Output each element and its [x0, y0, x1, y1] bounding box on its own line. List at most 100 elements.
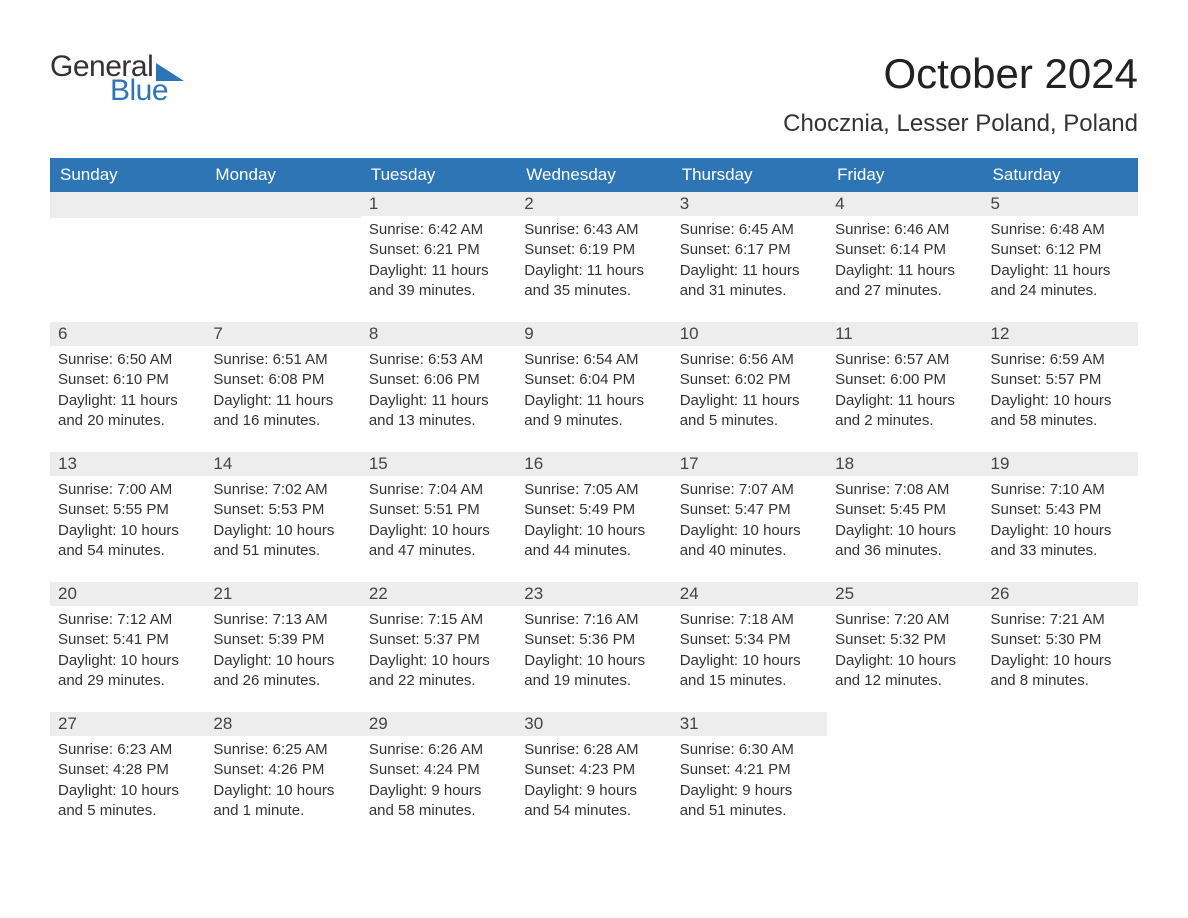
day-content: Sunrise: 7:07 AMSunset: 5:47 PMDaylight:…: [672, 476, 827, 569]
sunset-text: Sunset: 5:32 PM: [835, 630, 974, 650]
day-number: 29: [361, 712, 516, 736]
day-number: 2: [516, 192, 671, 216]
sunset-text: Sunset: 6:08 PM: [213, 370, 352, 390]
day-content: Sunrise: 7:10 AMSunset: 5:43 PMDaylight:…: [983, 476, 1138, 569]
day-number: 3: [672, 192, 827, 216]
calendar-week-row: 27Sunrise: 6:23 AMSunset: 4:28 PMDayligh…: [50, 712, 1138, 842]
day-number: 17: [672, 452, 827, 476]
sunset-text: Sunset: 5:51 PM: [369, 500, 508, 520]
sunset-text: Sunset: 4:24 PM: [369, 760, 508, 780]
sunrise-text: Sunrise: 6:43 AM: [524, 220, 663, 240]
sunset-text: Sunset: 5:49 PM: [524, 500, 663, 520]
day-content: Sunrise: 7:21 AMSunset: 5:30 PMDaylight:…: [983, 606, 1138, 699]
sunset-text: Sunset: 5:45 PM: [835, 500, 974, 520]
sunrise-text: Sunrise: 7:18 AM: [680, 610, 819, 630]
daylight-text: Daylight: 9 hours and 51 minutes.: [680, 781, 819, 822]
daylight-text: Daylight: 10 hours and 1 minute.: [213, 781, 352, 822]
title-block: October 2024 Chocznia, Lesser Poland, Po…: [783, 50, 1138, 138]
calendar-cell: 25Sunrise: 7:20 AMSunset: 5:32 PMDayligh…: [827, 582, 982, 712]
sunrise-text: Sunrise: 7:21 AM: [991, 610, 1130, 630]
month-title: October 2024: [783, 50, 1138, 98]
calendar-cell: 29Sunrise: 6:26 AMSunset: 4:24 PMDayligh…: [361, 712, 516, 842]
day-content: Sunrise: 7:08 AMSunset: 5:45 PMDaylight:…: [827, 476, 982, 569]
sunrise-text: Sunrise: 6:59 AM: [991, 350, 1130, 370]
daylight-text: Daylight: 10 hours and 33 minutes.: [991, 521, 1130, 562]
day-content: Sunrise: 6:45 AMSunset: 6:17 PMDaylight:…: [672, 216, 827, 309]
calendar-table: Sunday Monday Tuesday Wednesday Thursday…: [50, 158, 1138, 842]
calendar-cell: 2Sunrise: 6:43 AMSunset: 6:19 PMDaylight…: [516, 192, 671, 322]
header: General Blue October 2024 Chocznia, Less…: [50, 50, 1138, 138]
weekday-header-row: Sunday Monday Tuesday Wednesday Thursday…: [50, 158, 1138, 192]
sunset-text: Sunset: 6:19 PM: [524, 240, 663, 260]
daylight-text: Daylight: 11 hours and 9 minutes.: [524, 391, 663, 432]
day-content: Sunrise: 6:46 AMSunset: 6:14 PMDaylight:…: [827, 216, 982, 309]
daylight-text: Daylight: 10 hours and 58 minutes.: [991, 391, 1130, 432]
daylight-text: Daylight: 11 hours and 31 minutes.: [680, 261, 819, 302]
day-content: Sunrise: 7:15 AMSunset: 5:37 PMDaylight:…: [361, 606, 516, 699]
weekday-header: Sunday: [50, 158, 205, 192]
sunrise-text: Sunrise: 6:53 AM: [369, 350, 508, 370]
daylight-text: Daylight: 9 hours and 54 minutes.: [524, 781, 663, 822]
day-number: 24: [672, 582, 827, 606]
sunrise-text: Sunrise: 6:42 AM: [369, 220, 508, 240]
sunset-text: Sunset: 6:12 PM: [991, 240, 1130, 260]
daylight-text: Daylight: 11 hours and 27 minutes.: [835, 261, 974, 302]
daylight-text: Daylight: 10 hours and 51 minutes.: [213, 521, 352, 562]
calendar-cell: [50, 192, 205, 322]
sunrise-text: Sunrise: 6:25 AM: [213, 740, 352, 760]
day-number: 5: [983, 192, 1138, 216]
sunset-text: Sunset: 5:55 PM: [58, 500, 197, 520]
calendar-week-row: 20Sunrise: 7:12 AMSunset: 5:41 PMDayligh…: [50, 582, 1138, 712]
day-number: 21: [205, 582, 360, 606]
calendar-cell: 19Sunrise: 7:10 AMSunset: 5:43 PMDayligh…: [983, 452, 1138, 582]
day-number: 28: [205, 712, 360, 736]
calendar-cell: 31Sunrise: 6:30 AMSunset: 4:21 PMDayligh…: [672, 712, 827, 842]
day-number: 11: [827, 322, 982, 346]
day-content: Sunrise: 6:43 AMSunset: 6:19 PMDaylight:…: [516, 216, 671, 309]
day-content: Sunrise: 6:23 AMSunset: 4:28 PMDaylight:…: [50, 736, 205, 829]
calendar-cell: 24Sunrise: 7:18 AMSunset: 5:34 PMDayligh…: [672, 582, 827, 712]
day-content: Sunrise: 7:04 AMSunset: 5:51 PMDaylight:…: [361, 476, 516, 569]
day-content: Sunrise: 6:30 AMSunset: 4:21 PMDaylight:…: [672, 736, 827, 829]
daylight-text: Daylight: 10 hours and 47 minutes.: [369, 521, 508, 562]
calendar-cell: 7Sunrise: 6:51 AMSunset: 6:08 PMDaylight…: [205, 322, 360, 452]
day-content: Sunrise: 6:57 AMSunset: 6:00 PMDaylight:…: [827, 346, 982, 439]
calendar-cell: 1Sunrise: 6:42 AMSunset: 6:21 PMDaylight…: [361, 192, 516, 322]
calendar-cell: [983, 712, 1138, 842]
weekday-header: Tuesday: [361, 158, 516, 192]
sunrise-text: Sunrise: 7:20 AM: [835, 610, 974, 630]
daylight-text: Daylight: 10 hours and 15 minutes.: [680, 651, 819, 692]
sunrise-text: Sunrise: 7:05 AM: [524, 480, 663, 500]
daylight-text: Daylight: 10 hours and 19 minutes.: [524, 651, 663, 692]
daylight-text: Daylight: 11 hours and 13 minutes.: [369, 391, 508, 432]
calendar-cell: 3Sunrise: 6:45 AMSunset: 6:17 PMDaylight…: [672, 192, 827, 322]
calendar-cell: 30Sunrise: 6:28 AMSunset: 4:23 PMDayligh…: [516, 712, 671, 842]
sunset-text: Sunset: 4:26 PM: [213, 760, 352, 780]
daylight-text: Daylight: 11 hours and 24 minutes.: [991, 261, 1130, 302]
day-content: Sunrise: 7:12 AMSunset: 5:41 PMDaylight:…: [50, 606, 205, 699]
calendar-cell: 14Sunrise: 7:02 AMSunset: 5:53 PMDayligh…: [205, 452, 360, 582]
day-content: Sunrise: 7:18 AMSunset: 5:34 PMDaylight:…: [672, 606, 827, 699]
day-number: 23: [516, 582, 671, 606]
sunset-text: Sunset: 4:28 PM: [58, 760, 197, 780]
calendar-cell: 21Sunrise: 7:13 AMSunset: 5:39 PMDayligh…: [205, 582, 360, 712]
daylight-text: Daylight: 10 hours and 12 minutes.: [835, 651, 974, 692]
sunset-text: Sunset: 4:23 PM: [524, 760, 663, 780]
day-number: 9: [516, 322, 671, 346]
day-content: Sunrise: 7:13 AMSunset: 5:39 PMDaylight:…: [205, 606, 360, 699]
calendar-cell: 9Sunrise: 6:54 AMSunset: 6:04 PMDaylight…: [516, 322, 671, 452]
day-number: 6: [50, 322, 205, 346]
calendar-cell: [827, 712, 982, 842]
day-content: Sunrise: 6:51 AMSunset: 6:08 PMDaylight:…: [205, 346, 360, 439]
calendar-week-row: 6Sunrise: 6:50 AMSunset: 6:10 PMDaylight…: [50, 322, 1138, 452]
calendar-cell: 11Sunrise: 6:57 AMSunset: 6:00 PMDayligh…: [827, 322, 982, 452]
sunset-text: Sunset: 5:30 PM: [991, 630, 1130, 650]
day-number: 1: [361, 192, 516, 216]
day-number: 31: [672, 712, 827, 736]
sunset-text: Sunset: 6:00 PM: [835, 370, 974, 390]
day-number: 12: [983, 322, 1138, 346]
calendar-cell: 13Sunrise: 7:00 AMSunset: 5:55 PMDayligh…: [50, 452, 205, 582]
sunset-text: Sunset: 6:02 PM: [680, 370, 819, 390]
day-number: 13: [50, 452, 205, 476]
day-number: 10: [672, 322, 827, 346]
